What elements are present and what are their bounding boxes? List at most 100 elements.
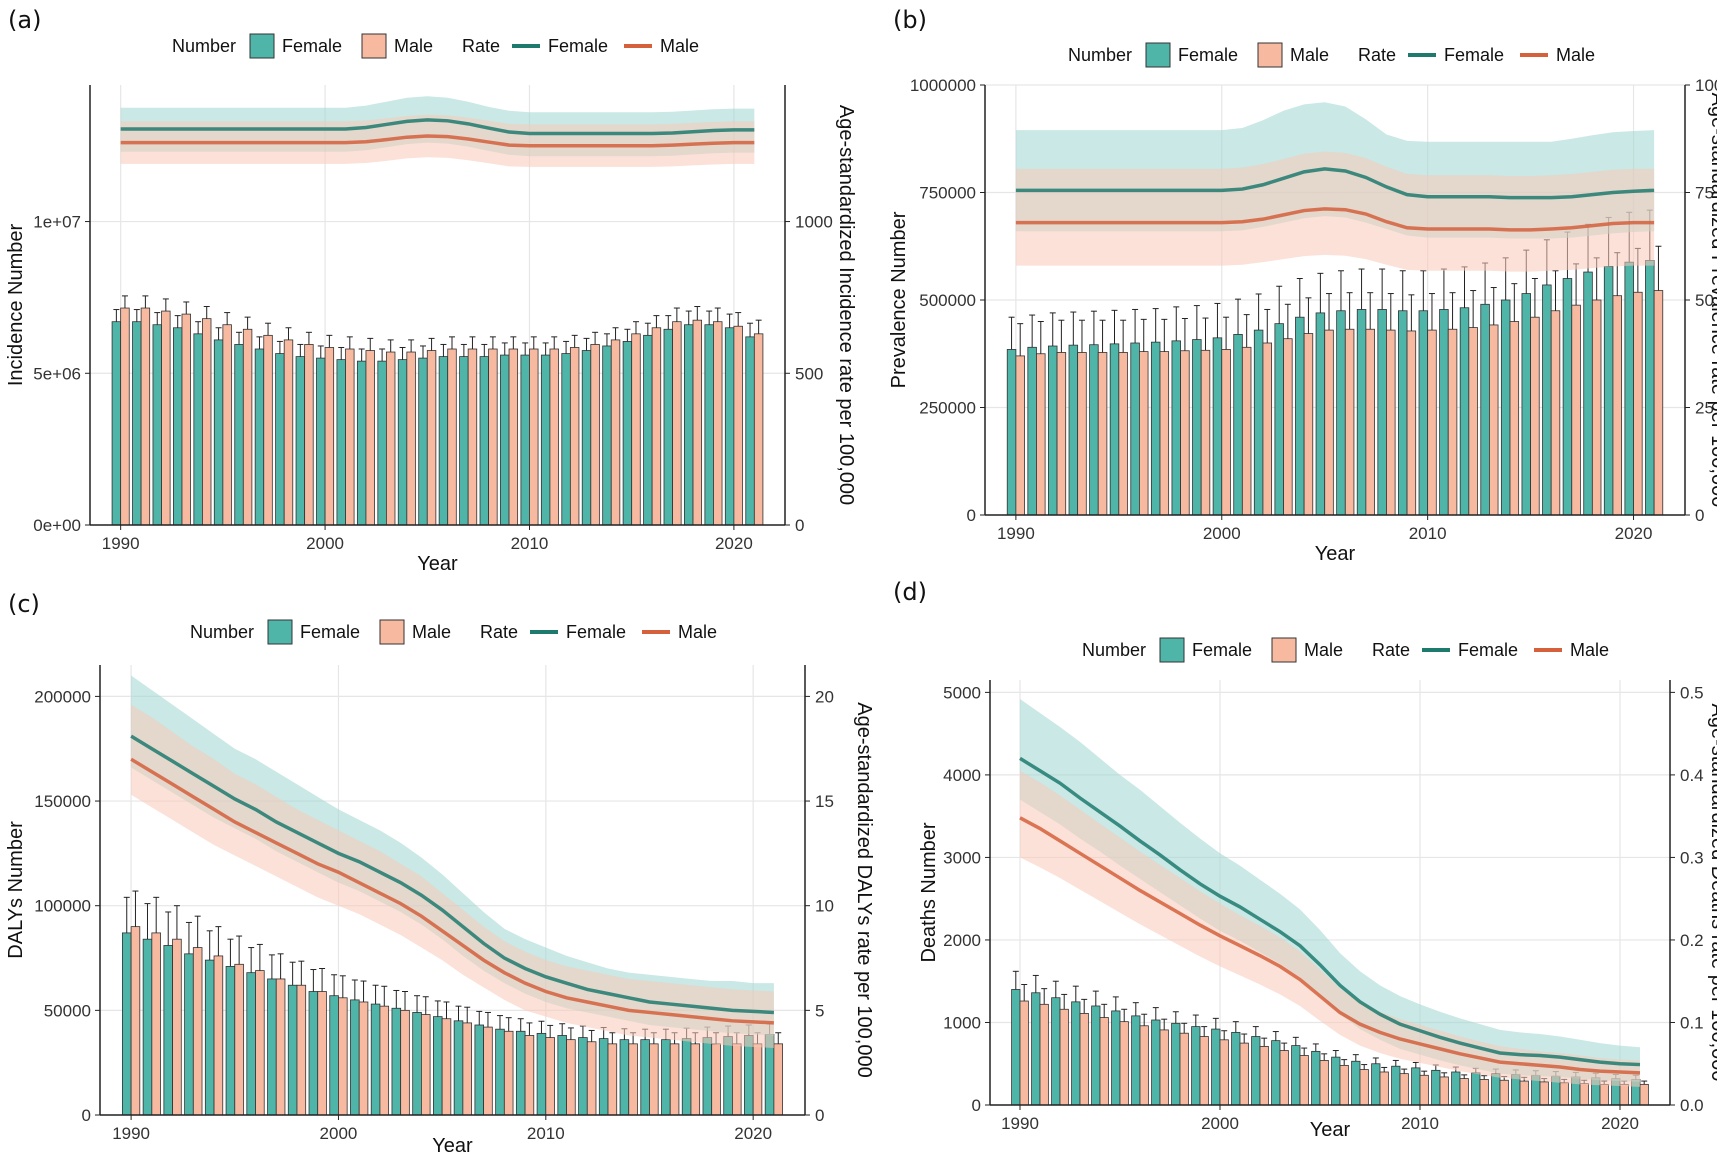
- x-tick-label: 2010: [527, 1124, 565, 1143]
- bar-female-1994: [204, 959, 215, 1116]
- bar-male-2016: [1550, 310, 1561, 516]
- bar-female-2008: [495, 1028, 505, 1116]
- bar-male-1993: [1079, 1012, 1089, 1106]
- bar-male-1990: [1015, 355, 1025, 516]
- panel-d: (d) Number Female Male Rate Female Male 1990 200…: [893, 578, 1717, 1141]
- bar-male-1995: [234, 963, 244, 1116]
- bar-female-2021: [1645, 260, 1655, 516]
- bar-male-2020: [1633, 291, 1643, 516]
- bar-male-1996: [1139, 1025, 1149, 1106]
- right-tick-label: 75: [1695, 184, 1714, 203]
- bar-female-2000: [316, 357, 326, 526]
- x-tick-label: 2020: [734, 1124, 772, 1143]
- bar-male-2007: [1359, 1069, 1369, 1106]
- bar-female-2002: [356, 360, 367, 526]
- bar-male-1997: [263, 334, 273, 526]
- bar-male-2011: [566, 1039, 576, 1116]
- panel-label-b: (b): [893, 6, 927, 34]
- bar-male-1998: [296, 984, 307, 1116]
- bar-male-1998: [283, 339, 294, 526]
- bar-female-2001: [336, 359, 346, 526]
- legend-male-number-label: Male: [412, 622, 451, 642]
- bar-male-2000: [1219, 1039, 1229, 1106]
- bar-female-2001: [1233, 333, 1243, 516]
- bar-female-2012: [1459, 307, 1470, 516]
- legend-swatch-female-bar: [249, 33, 275, 59]
- bar-male-1996: [1139, 351, 1149, 516]
- left-tick-label: 0e+00: [33, 516, 81, 535]
- bar-male-2021: [773, 1043, 784, 1116]
- x-tick-label: 2010: [1409, 524, 1447, 543]
- bar-male-2001: [358, 1001, 369, 1116]
- legend-female-rate-label: Female: [1458, 640, 1518, 660]
- bar-female-1999: [1191, 1026, 1201, 1106]
- bar-female-2005: [1315, 312, 1326, 516]
- bar-male-2002: [1259, 1046, 1269, 1106]
- right-tick-label: 10: [815, 897, 834, 916]
- bar-male-1990: [130, 926, 141, 1116]
- right-tick-label: 0: [815, 1106, 824, 1125]
- bar-female-2013: [598, 1038, 609, 1116]
- bar-female-1999: [295, 356, 306, 526]
- x-axis-title: Year: [1310, 1119, 1351, 1141]
- bar-male-2012: [1459, 1078, 1469, 1106]
- left-tick-label: 500000: [919, 291, 976, 310]
- x-tick-label: 1990: [102, 534, 140, 553]
- bar-male-1994: [1099, 1017, 1109, 1106]
- left-tick-label: 150000: [34, 792, 91, 811]
- left-tick-label: 250000: [919, 399, 976, 418]
- bar-female-1993: [172, 327, 183, 526]
- bar-male-2012: [586, 1041, 597, 1116]
- bar-female-2011: [1431, 1069, 1441, 1106]
- panel-b: (b) Number Female Male Rate Female Male 1990 200…: [888, 6, 1717, 565]
- bar-male-1996: [242, 328, 253, 526]
- bar-male-1996: [255, 970, 265, 1116]
- bar-female-2004: [1295, 316, 1305, 516]
- legend-number-title: Number: [1068, 45, 1132, 65]
- bar-female-2020: [744, 1035, 754, 1116]
- bar-female-2000: [1212, 337, 1223, 516]
- bar-male-2004: [1299, 1055, 1309, 1106]
- bar-female-1998: [287, 984, 298, 1116]
- bar-male-1991: [140, 307, 151, 526]
- bar-female-2019: [1603, 266, 1614, 516]
- axes-b: 1990 2000 2010 2020 0 250000 500000 750000 10000…: [888, 76, 1717, 565]
- bar-male-2019: [1612, 295, 1622, 516]
- bar-male-2017: [672, 321, 682, 526]
- bar-female-2015: [1521, 293, 1531, 516]
- bar-female-2000: [1211, 1028, 1221, 1106]
- bar-female-1997: [254, 348, 265, 526]
- rates-c: [130, 675, 774, 1049]
- bar-female-1996: [1130, 342, 1140, 516]
- bar-male-2006: [462, 1022, 472, 1116]
- x-tick-label: 1990: [997, 524, 1035, 543]
- bar-male-2004: [420, 1014, 431, 1116]
- legend-male-rate-label: Male: [660, 36, 699, 56]
- line-male-rate: [130, 757, 774, 1025]
- bar-female-2007: [474, 1024, 485, 1116]
- bar-male-2007: [467, 348, 478, 526]
- bar-female-1995: [225, 965, 236, 1116]
- right-tick-label: 0.0: [1680, 1096, 1704, 1115]
- bar-male-1998: [1180, 350, 1190, 516]
- y-axis-left-title: Incidence Number: [5, 224, 27, 387]
- bar-male-2009: [508, 348, 519, 526]
- x-tick-label: 1990: [1001, 1114, 1039, 1133]
- bar-female-2003: [377, 360, 387, 526]
- bar-male-1993: [192, 947, 203, 1116]
- bar-female-2003: [1271, 1040, 1281, 1106]
- bar-female-1990: [1006, 349, 1017, 516]
- bar-female-1998: [275, 353, 285, 526]
- right-tick-label: 0: [1695, 506, 1704, 525]
- bar-female-2009: [515, 1030, 526, 1116]
- legend-female-number-label: Female: [282, 36, 342, 56]
- bar-male-2009: [1406, 330, 1417, 516]
- bar-male-2014: [610, 339, 621, 526]
- bar-female-2015: [622, 341, 633, 526]
- legend-c: Number Female Male Rate Female Male: [190, 619, 717, 645]
- bar-female-1997: [1151, 1019, 1161, 1106]
- bar-male-1998: [1179, 1032, 1189, 1106]
- bar-female-2001: [1231, 1031, 1241, 1106]
- bars-c: [121, 890, 784, 1116]
